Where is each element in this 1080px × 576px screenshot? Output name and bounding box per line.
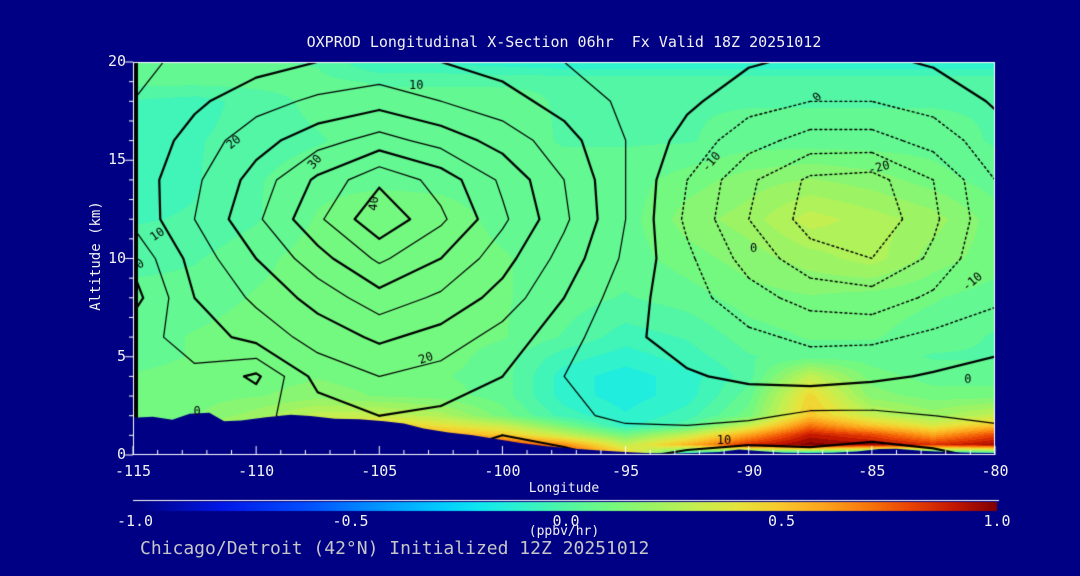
colorbar-unit-label: (ppbv/hr) xyxy=(528,524,600,539)
colorbar-tick-label: 0.5 xyxy=(767,512,796,530)
colorbar-tick-label: 1.0 xyxy=(983,512,1011,530)
x-tick-label: -85 xyxy=(858,462,886,480)
x-tick-label: -105 xyxy=(361,462,398,480)
caption: Chicago/Detroit (42°N) Initialized 12Z 2… xyxy=(140,538,650,559)
y-tick-label: 10 xyxy=(107,248,126,267)
y-tick-label: 20 xyxy=(107,52,126,71)
x-tick-label: -100 xyxy=(484,462,521,480)
y-tick-label: 5 xyxy=(116,346,126,365)
colorbar-tick-label: 0.0 xyxy=(552,512,580,530)
colorbar-tick-label: -0.5 xyxy=(332,512,369,530)
x-tick-label: -80 xyxy=(981,462,1009,480)
x-tick-label: -90 xyxy=(735,462,763,480)
x-axis-label: Longitude xyxy=(528,481,600,496)
x-tick-label: -115 xyxy=(114,462,152,480)
y-tick-label: 15 xyxy=(107,150,126,169)
y-tick-label: 0 xyxy=(116,445,126,464)
x-tick-label: -95 xyxy=(612,462,640,480)
chart-title: OXPROD Longitudinal X-Section 06hr Fx Va… xyxy=(306,33,822,51)
colorbar-tick-label: -1.0 xyxy=(116,512,154,530)
x-tick-label: -110 xyxy=(238,462,275,480)
